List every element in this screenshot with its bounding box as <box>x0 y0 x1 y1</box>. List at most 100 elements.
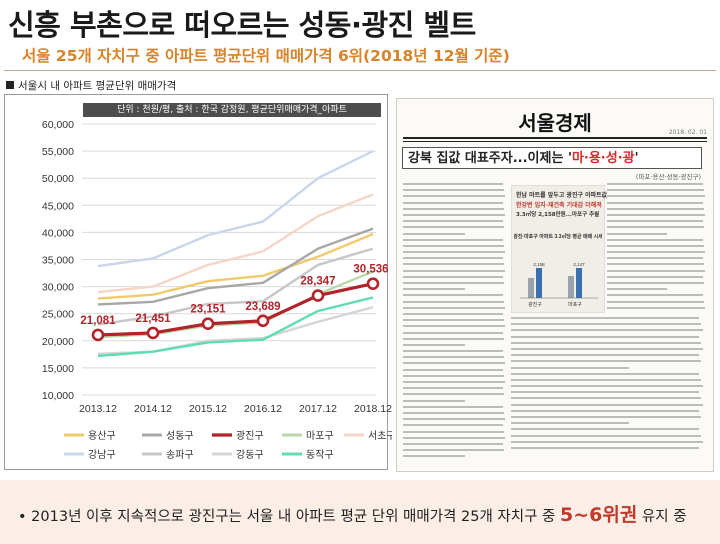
article-text-line <box>403 411 504 414</box>
article-text-line <box>403 424 503 427</box>
article-text-line <box>403 442 503 445</box>
article-text-line <box>607 207 704 210</box>
article-text-line <box>511 378 702 381</box>
article-text-line <box>403 244 504 247</box>
inset-category: 마포구 <box>568 301 582 308</box>
inset-bar-prev <box>568 276 574 298</box>
news-clipping: 서울경제 2018. 02. 01 강북 집값 대표주자...이제는 '마·용·… <box>396 98 714 472</box>
y-tick-label: 55,000 <box>42 146 74 158</box>
article-text-line <box>511 403 704 406</box>
article-text-line <box>403 232 466 235</box>
article-text-line <box>607 263 704 266</box>
data-point-광진구 <box>91 328 105 342</box>
article-text-line <box>511 422 629 425</box>
article-text-line <box>403 436 505 439</box>
summary-bullet: • <box>18 509 27 525</box>
data-point-광진구 <box>311 289 325 302</box>
inset-bar-label: 2,158 <box>533 262 545 267</box>
y-tick-label: 20,000 <box>42 336 74 348</box>
article-text-line <box>607 232 667 235</box>
article-text-line <box>403 282 504 284</box>
article-text-line <box>403 257 503 260</box>
title-divider <box>4 70 716 71</box>
summary-text: • 2013년 이후 지속적으로 광진구는 서울 내 아파트 평균 단위 매매가… <box>18 500 687 527</box>
article-text-line <box>511 366 629 369</box>
article-text-line <box>607 226 704 229</box>
article-text-line <box>403 368 503 371</box>
data-label: 23,151 <box>190 304 226 316</box>
legend-label: 용산구 <box>88 430 116 442</box>
series-line-동작구 <box>97 296 374 358</box>
series-line-강남구 <box>97 150 374 268</box>
article-text-line <box>511 397 702 400</box>
article-text-line <box>607 201 703 204</box>
article-text-line <box>511 360 702 363</box>
inset-line-1: 한남 마트를 앞두고 광진구 아파트값 <box>516 192 608 199</box>
article-text-line <box>607 251 705 254</box>
y-tick-label: 60,000 <box>42 119 74 131</box>
x-tick-label: 2017.12 <box>299 403 337 415</box>
article-column-lower <box>511 317 707 453</box>
inset-line-3: 3.3㎡당 2,158만원...마포구 추월 <box>516 212 600 218</box>
article-text-line <box>403 449 504 452</box>
data-label: 21,081 <box>80 315 116 327</box>
y-tick-label: 45,000 <box>42 200 74 212</box>
article-text-line <box>607 300 704 303</box>
page-title: 신흥 부촌으로 떠오르는 성동·광진 벨트 <box>8 8 476 42</box>
article-text-line <box>607 220 703 223</box>
article-text-line <box>403 405 503 408</box>
x-tick-label: 2013.12 <box>79 403 117 415</box>
article-text-line <box>403 275 503 278</box>
x-tick-label: 2015.12 <box>189 403 227 415</box>
newspaper-date: 2018. 02. 01 <box>668 129 707 136</box>
y-tick-label: 15,000 <box>42 363 74 375</box>
headline-suffix: ' <box>634 151 639 166</box>
inset-line-2: 한강변 입지·재건축 기대감 더해져 <box>516 202 602 209</box>
article-text-line <box>511 323 702 326</box>
article-text-line <box>403 381 505 383</box>
article-text-line <box>607 269 705 272</box>
article-text-line <box>403 269 505 272</box>
series-line-서초구 <box>97 193 374 294</box>
x-tick-label: 2014.12 <box>134 403 172 415</box>
data-point-광진구 <box>146 326 160 340</box>
article-text-line <box>403 306 505 309</box>
series-line-송파구 <box>97 247 374 326</box>
inset-bar-current <box>576 268 582 298</box>
chart-frame <box>4 94 388 470</box>
article-text-line <box>511 440 704 443</box>
x-tick-label: 2016.12 <box>244 403 282 415</box>
article-text-line <box>511 347 704 350</box>
legend-label: 송파구 <box>166 449 194 461</box>
price-line-chart: 60,000 55,000 50,000 45,000 40,000 35,000 30,0… <box>42 119 392 461</box>
legend-label: 강동구 <box>236 449 264 461</box>
article-text-line <box>403 238 503 241</box>
article-text-line <box>403 418 505 421</box>
article-text-line <box>403 343 466 346</box>
headline-highlight: 마·용·성·광 <box>571 151 635 166</box>
legend-label: 서초구 <box>368 430 392 442</box>
article-text-line <box>403 294 503 297</box>
article-text-line <box>403 387 503 390</box>
inset-chart-title: 광진·마포구 아파트 3.3㎡당 평균 매매 시세 <box>514 233 602 240</box>
unit-source-note: 단위 : 천원/평, 출처 : 한국 감정원, 평균단위매매가격_아파트 <box>83 103 381 117</box>
article-text-line <box>403 374 504 377</box>
masthead-rule <box>403 137 707 139</box>
article-text-line <box>403 393 504 396</box>
article-text-line <box>511 341 702 344</box>
article-text-line <box>403 430 504 433</box>
article-text-line <box>403 226 504 229</box>
article-text-line <box>403 300 504 303</box>
article-text-line <box>403 251 505 254</box>
y-tick-label: 30,000 <box>42 282 74 294</box>
summary-banner: • 2013년 이후 지속적으로 광진구는 서울 내 아파트 평균 단위 매매가… <box>0 480 720 544</box>
news-inset-box: 한남 마트를 앞두고 광진구 아파트값 한강변 입지·재건축 기대감 더해져 3… <box>511 185 608 313</box>
article-column-left <box>403 183 507 461</box>
news-headline: 강북 집값 대표주자...이제는 '마·용·성·광' <box>402 147 702 169</box>
legend-label: 강남구 <box>88 449 116 461</box>
article-text-line <box>403 356 504 359</box>
article-text-line <box>607 189 704 192</box>
article-text-line <box>511 446 700 449</box>
article-text-line <box>607 306 705 309</box>
article-text-line <box>403 337 504 340</box>
